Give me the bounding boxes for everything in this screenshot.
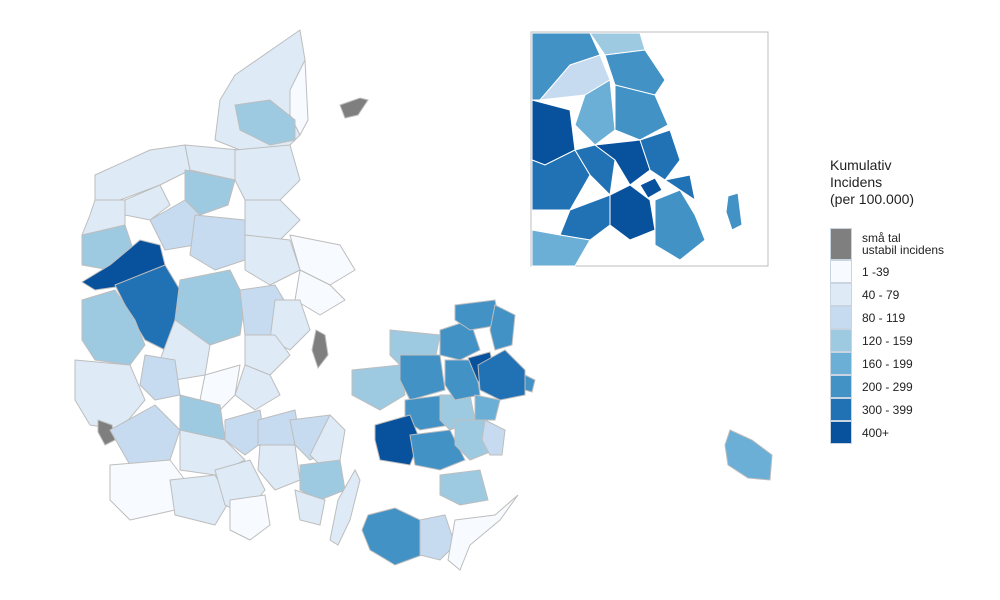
legend-items: små tal ustabil incidens 1 -39 40 - 79 80 -… [830, 228, 990, 444]
inset-area-east [639, 129, 681, 181]
municipality-svendborg [294, 489, 326, 526]
municipality-skanderborg [244, 334, 291, 376]
inset-area-center-w [574, 144, 616, 197]
municipality-struer [81, 239, 166, 291]
municipality-stevns [481, 419, 506, 456]
municipality-horsens [234, 364, 281, 411]
inset-area-s [531, 229, 591, 267]
municipality-assens [257, 444, 301, 491]
legend-swatch [830, 329, 852, 352]
legend-swatch [830, 421, 852, 444]
legend-swatch [830, 398, 852, 421]
legend-swatch [830, 228, 852, 260]
legend-title: Kumulativ Incidens (per 100.000) [830, 157, 915, 207]
municipality-syddjurs [294, 269, 346, 316]
legend-label: små tal ustabil incidens [862, 231, 945, 257]
legend-swatch [830, 352, 852, 375]
legend-swatch [830, 283, 852, 306]
municipality-vejen [109, 404, 181, 466]
legend-label: 300 - 399 [862, 402, 913, 417]
municipality-kalundborg [351, 364, 406, 411]
municipality-fredericia [224, 409, 266, 456]
map-legend: Kumulativ Incidens (per 100.000) små tal… [830, 157, 990, 444]
legend-item: små tal ustabil incidens [830, 228, 990, 260]
copenhagen-inset [530, 31, 769, 267]
island-møn [447, 494, 519, 571]
municipality-mariagerfjord [244, 199, 301, 241]
municipality-aalborg [234, 144, 301, 201]
municipality-halsnæs [454, 299, 501, 331]
legend-item: 40 - 79 [830, 283, 990, 306]
municipality-aabenraa [169, 474, 231, 526]
legend-item: 120 - 159 [830, 329, 990, 352]
legend-item: 1 -39 [830, 260, 990, 283]
inset-area-saltholm [725, 192, 743, 231]
municipality-aarhus [269, 299, 311, 351]
municipality-holbæk [399, 354, 446, 401]
municipality-vesthimmerland [184, 169, 236, 216]
municipality-billund [139, 354, 181, 401]
municipality-ringkøbing [81, 289, 146, 366]
inset-area-ring [639, 177, 663, 199]
municipality-dragør [524, 374, 536, 393]
legend-swatch [830, 306, 852, 329]
inset-area-mid-n [574, 79, 616, 146]
municipality-sønderborg [229, 494, 271, 541]
legend-label: 200 - 299 [862, 379, 913, 394]
municipality-slagelse [374, 414, 421, 466]
municipality-gribskov [489, 304, 516, 351]
municipality-viborg [189, 214, 246, 271]
inset-area-ne2 [614, 84, 669, 141]
municipality-frederikshavn [289, 59, 309, 136]
legend-item: 160 - 199 [830, 352, 990, 375]
municipality-greve [474, 394, 501, 421]
island-south-zealand [439, 469, 489, 506]
municipality-norddjurs [289, 234, 356, 286]
zealand-region [351, 299, 536, 471]
island-falster [419, 514, 456, 561]
municipality-hedensted [199, 364, 241, 411]
jutland-region [74, 29, 356, 541]
legend-label: 400+ [862, 425, 890, 440]
legend-label: 160 - 199 [862, 356, 913, 371]
island-langeland [329, 468, 361, 546]
legend-swatch [830, 260, 852, 283]
legend-swatch [830, 375, 852, 398]
inset-area-center [593, 139, 651, 186]
municipality-faaborg [299, 459, 346, 501]
municipality-brønderslev [234, 99, 296, 146]
legend-item: 200 - 299 [830, 375, 990, 398]
funen-region [257, 409, 346, 526]
island-bornholm [724, 429, 773, 481]
municipality-copenhagen-area [477, 349, 526, 401]
municipality-randers [244, 234, 301, 286]
municipality-thisted [94, 144, 191, 201]
legend-label: 80 - 119 [862, 310, 906, 325]
inset-area-amager [663, 174, 696, 202]
inset-area-sw [559, 194, 611, 241]
inset-area-ne [604, 49, 666, 96]
municipality-thy-coast [81, 199, 126, 236]
legend-label: 1 -39 [862, 264, 890, 279]
legend-item: 300 - 399 [830, 398, 990, 421]
municipality-esbjerg [97, 419, 116, 446]
legend-item: 400+ [830, 421, 990, 444]
island-lolland [361, 507, 423, 566]
island-samsø [311, 329, 329, 370]
legend-label: 40 - 79 [862, 287, 900, 302]
island-læsø [339, 97, 369, 119]
legend-item: 80 - 119 [830, 306, 990, 329]
legend-label: 120 - 159 [862, 333, 913, 348]
municipality-næstved [409, 429, 466, 471]
